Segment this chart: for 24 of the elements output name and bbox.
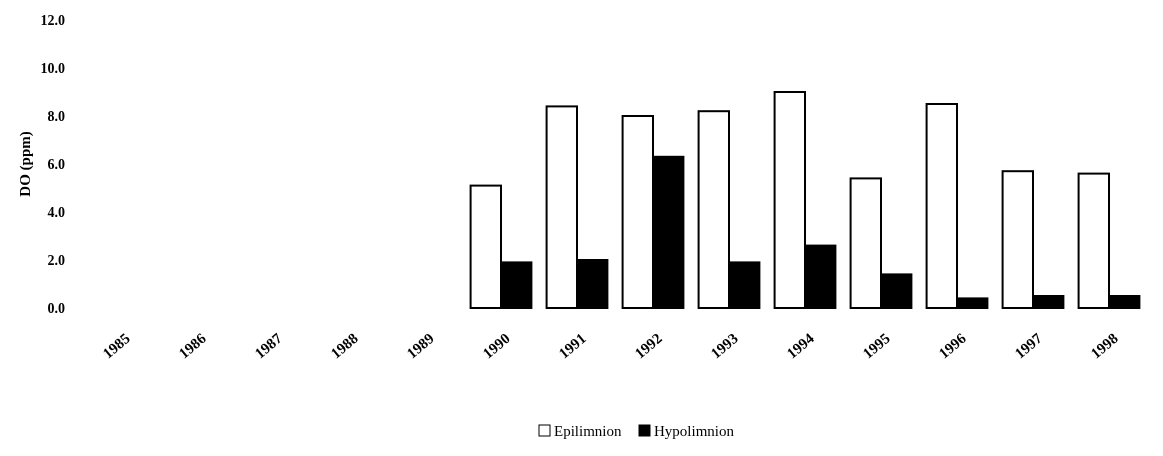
x-tick-label: 1995: [859, 330, 893, 362]
x-tick-label: 1991: [555, 330, 589, 362]
y-tick-label: 2.0: [47, 252, 65, 268]
y-tick-label: 10.0: [40, 60, 65, 76]
x-tick-label: 1994: [783, 329, 818, 362]
x-tick-label: 1989: [403, 330, 437, 362]
x-tick-label: 1987: [251, 329, 286, 362]
y-tick-label: 6.0: [47, 156, 65, 172]
legend-label: Hypolimnion: [654, 423, 735, 439]
x-tick-label: 1986: [175, 329, 210, 362]
x-tick-label: 1990: [479, 330, 513, 362]
x-tick-label: 1993: [707, 330, 741, 362]
y-axis-title: DO (ppm): [17, 131, 34, 197]
y-tick-label: 8.0: [47, 108, 65, 124]
x-tick-label: 1992: [631, 330, 665, 362]
y-tick-label: 12.0: [40, 12, 65, 28]
x-tick-label: 1998: [1087, 330, 1121, 362]
y-tick-label: 4.0: [47, 204, 65, 220]
x-tick-label: 1985: [99, 330, 133, 362]
x-tick-label: 1988: [327, 330, 361, 362]
y-tick-label: 0.0: [47, 300, 65, 316]
legend-label: Epilimnion: [554, 423, 622, 439]
x-tick-label: 1996: [935, 329, 970, 362]
x-tick-label: 1997: [1011, 329, 1046, 362]
